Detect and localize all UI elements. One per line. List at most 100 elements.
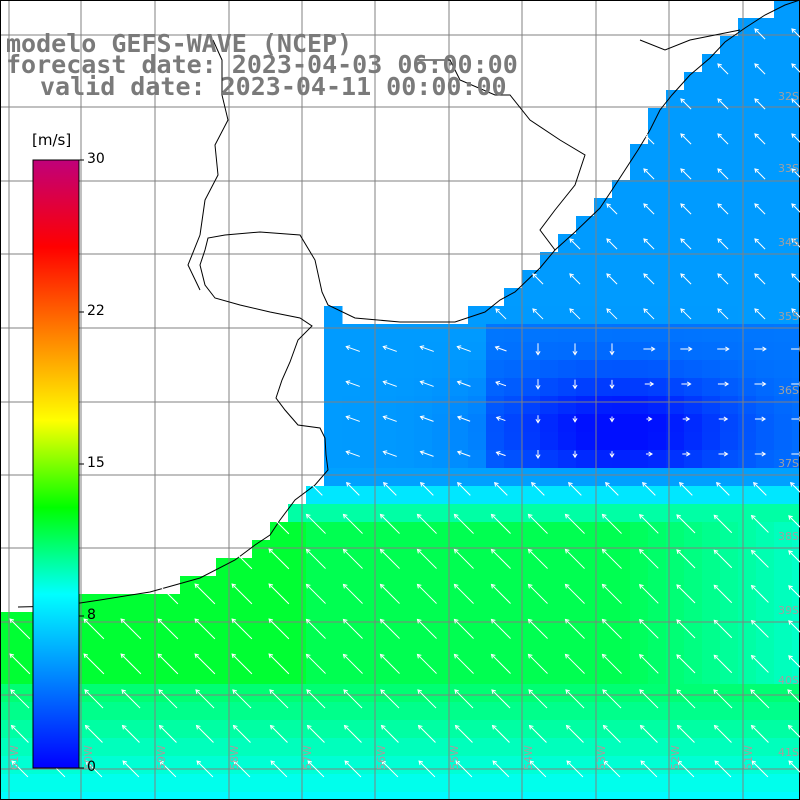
wind-arrow <box>157 583 179 605</box>
colorbar-tick-22: 22 <box>87 303 105 319</box>
wind-arrow <box>490 513 511 534</box>
wind-arrow <box>680 168 692 180</box>
wind-arrow <box>788 550 800 563</box>
wind-arrow <box>791 451 800 457</box>
wind-arrow <box>380 724 399 743</box>
wind-arrow <box>643 133 655 145</box>
wind-arrow <box>419 415 434 422</box>
wind-arrow <box>601 548 622 569</box>
wind-arrow <box>676 619 696 639</box>
wind-arrow <box>602 689 622 709</box>
wind-arrow <box>713 654 733 674</box>
wind-arrow <box>529 760 547 778</box>
wind-arrow <box>527 548 548 569</box>
wind-arrow <box>754 451 767 457</box>
wind-arrow <box>416 548 437 569</box>
wind-arrow <box>495 451 506 457</box>
wind-arrow <box>268 653 290 675</box>
wind-arrow <box>417 724 436 743</box>
wind-arrow <box>791 28 800 38</box>
valid-date: valid date: 2023-04-11 00:00:00 <box>40 72 507 101</box>
lat-label: 38S <box>778 530 799 543</box>
wind-arrow <box>83 653 105 675</box>
wind-arrow <box>788 515 800 528</box>
wind-arrow <box>564 653 585 674</box>
wind-arrow <box>416 583 437 604</box>
wind-arrow <box>269 724 288 743</box>
wind-arrow <box>572 379 578 390</box>
wind-arrow <box>456 450 471 457</box>
wind-arrow <box>754 28 766 40</box>
wind-arrow <box>453 548 474 569</box>
wind-arrow <box>750 689 770 709</box>
wind-arrow <box>717 346 730 352</box>
wind-arrow <box>306 724 325 743</box>
wind-arrow <box>572 343 578 356</box>
wind-arrow <box>84 724 103 743</box>
wind-arrow <box>750 619 769 638</box>
wind-arrow <box>379 583 400 604</box>
wind-arrow <box>456 481 471 496</box>
forecast-date: forecast date: 2023-04-03 06:00:00 <box>6 50 518 79</box>
wind-arrow <box>122 760 140 778</box>
wind-arrow <box>791 238 800 248</box>
lon-label: 58W <box>228 745 241 770</box>
wind-arrow <box>601 653 622 674</box>
wind-arrow <box>342 548 363 569</box>
wind-arrow <box>754 273 766 285</box>
wind-arrow <box>569 273 581 285</box>
wind-arrow <box>528 724 547 743</box>
wind-arrow <box>791 273 800 283</box>
wind-arrow <box>453 583 474 604</box>
wind-arrow <box>713 689 733 709</box>
colorbar-gradient <box>32 159 80 769</box>
wind-arrow <box>717 273 729 285</box>
wind-arrow <box>345 380 360 387</box>
wind-arrow <box>158 689 178 709</box>
wind-arrow <box>535 379 541 390</box>
lat-label: 40S <box>778 674 799 687</box>
wind-arrow <box>231 583 253 605</box>
wind-arrow <box>345 450 360 457</box>
wind-arrow <box>493 481 508 496</box>
wind-arrow <box>121 724 140 743</box>
wind-arrow <box>84 689 104 709</box>
colorbar-unit: [m/s] <box>32 131 72 149</box>
wind-arrow <box>754 308 766 320</box>
wind-arrow <box>453 513 474 534</box>
wind-arrow <box>535 449 541 459</box>
colorbar-tick-0: 0 <box>87 759 96 775</box>
lat-label: 32S <box>778 90 799 103</box>
wind-arrow <box>639 724 658 743</box>
wind-arrow <box>754 63 766 75</box>
wind-arrow <box>159 760 177 778</box>
wind-arrow <box>680 133 692 145</box>
wind-arrow <box>754 168 766 180</box>
wind-arrow <box>609 451 615 458</box>
wind-arrow <box>416 618 437 639</box>
wind-arrow <box>606 273 618 285</box>
wind-arrow <box>492 760 510 778</box>
wind-arrow <box>342 513 363 534</box>
wind-arrow <box>535 343 541 356</box>
coastline <box>17 0 800 608</box>
wind-arrow <box>680 308 692 320</box>
wind-arrow <box>609 343 615 356</box>
colorbar <box>32 159 84 769</box>
wind-arrow <box>419 345 434 352</box>
wind-arrow <box>342 583 363 604</box>
wind-arrow <box>572 416 578 423</box>
wind-arrow <box>382 380 397 387</box>
lon-label: 55W <box>448 745 461 770</box>
wind-arrow <box>194 583 216 605</box>
wind-arrow <box>564 513 585 534</box>
wind-arrow <box>788 655 800 668</box>
wind-arrow <box>381 760 399 778</box>
wind-arrow <box>754 133 766 145</box>
wind-arrow <box>490 653 511 674</box>
wind-arrow <box>718 416 729 422</box>
wind-arrow <box>10 689 30 709</box>
wind-arrow <box>639 689 659 709</box>
wind-arrow <box>268 513 290 535</box>
wind-arrow <box>564 583 585 604</box>
